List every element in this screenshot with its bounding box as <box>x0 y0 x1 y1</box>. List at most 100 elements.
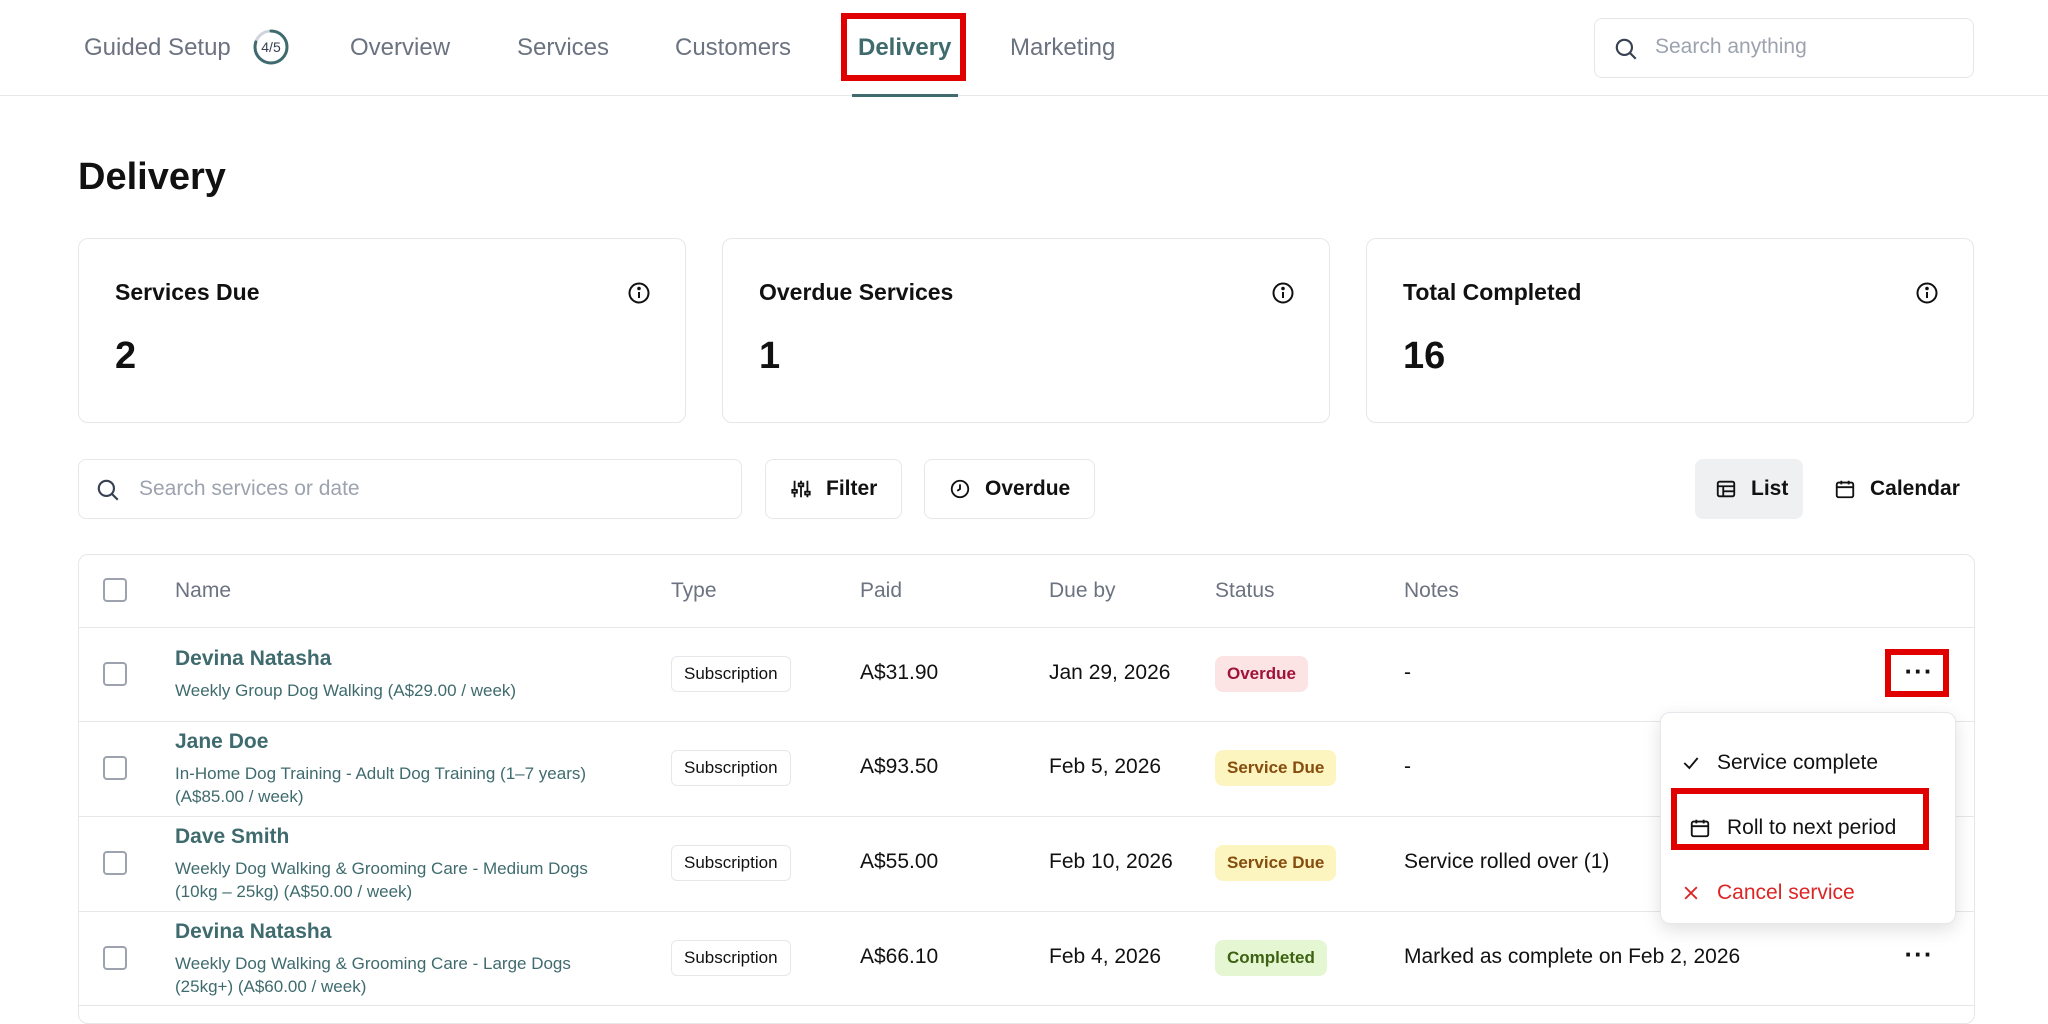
customer-name-link[interactable]: Devina Natasha <box>175 920 332 943</box>
check-icon <box>1683 757 1699 770</box>
header-type: Type <box>671 579 717 602</box>
due-date: Jan 29, 2026 <box>1049 661 1171 684</box>
filter-button[interactable]: Filter <box>765 459 903 519</box>
status-badge: Service Due <box>1215 845 1337 881</box>
status-badge: Completed <box>1215 940 1327 976</box>
service-description[interactable]: Weekly Dog Walking & Grooming Care - Med… <box>175 859 588 901</box>
calendar-view-button[interactable]: Calendar <box>1814 459 1980 519</box>
stat-title: Services Due <box>115 279 260 305</box>
nav-overview[interactable]: Overview <box>350 32 450 64</box>
menu-item-roll-to-next-period[interactable]: Roll to next period <box>1689 806 1896 850</box>
type-badge: Subscription <box>671 656 791 692</box>
paid-amount: A$55.00 <box>860 850 939 873</box>
stat-title: Overdue Services <box>759 279 954 305</box>
clock-icon <box>950 479 970 499</box>
select-all-checkbox[interactable] <box>103 578 127 602</box>
header-paid: Paid <box>860 579 903 602</box>
setup-progress-text: 4/5 <box>261 39 281 55</box>
customer-name-link[interactable]: Dave Smith <box>175 825 290 848</box>
services-search-input[interactable] <box>139 477 719 501</box>
row-checkbox[interactable] <box>103 662 127 686</box>
services-table: Name Type Paid Due by Status Notes Devin… <box>78 554 1975 1024</box>
menu-item-cancel-service[interactable]: Cancel service <box>1681 871 1855 915</box>
menu-item-label: Roll to next period <box>1727 816 1897 839</box>
row-divider <box>79 1005 1974 1006</box>
customer-name-link[interactable]: Devina Natasha <box>175 647 332 670</box>
nav-customers-label: Customers <box>675 34 792 61</box>
nav-services-label: Services <box>517 34 610 61</box>
stat-value: 1 <box>759 335 781 377</box>
service-description[interactable]: In-Home Dog Training - Adult Dog Trainin… <box>175 764 587 806</box>
nav-marketing[interactable]: Marketing <box>1010 32 1115 64</box>
notes-text: Marked as complete on Feb 2, 2026 <box>1404 945 1741 968</box>
notes-text: Service rolled over (1) <box>1404 850 1610 873</box>
search-icon <box>97 479 119 501</box>
info-icon[interactable] <box>1271 281 1295 305</box>
service-description[interactable]: Weekly Dog Walking & Grooming Care - Lar… <box>175 954 571 996</box>
stat-card-total-completed: Total Completed 16 <box>1366 238 1974 423</box>
type-badge: Subscription <box>671 750 791 786</box>
menu-item-label: Cancel service <box>1717 881 1855 904</box>
nav-delivery-label: Delivery <box>858 34 952 61</box>
calendar-icon <box>1835 480 1855 499</box>
highlight-row-actions <box>1885 649 1949 697</box>
nav-customers[interactable]: Customers <box>675 32 791 64</box>
stat-title: Total Completed <box>1403 279 1582 305</box>
row-divider <box>79 721 1974 722</box>
type-badge: Subscription <box>671 940 791 976</box>
notes-text: - <box>1404 755 1411 778</box>
nav-guided-setup-label: Guided Setup <box>84 34 231 61</box>
global-search <box>1594 18 1974 78</box>
nav-services[interactable]: Services <box>517 32 609 64</box>
paid-amount: A$93.50 <box>860 755 939 778</box>
nav-marketing-label: Marketing <box>1010 34 1116 61</box>
page-title: Delivery <box>78 156 226 198</box>
paid-amount: A$66.10 <box>860 945 939 968</box>
active-tab-indicator <box>852 94 958 97</box>
header-status: Status <box>1215 579 1275 602</box>
menu-item-label: Service complete <box>1717 751 1879 774</box>
menu-item-service-complete[interactable]: Service complete <box>1681 741 1878 785</box>
stat-card-services-due: Services Due 2 <box>78 238 686 423</box>
info-icon[interactable] <box>627 281 651 305</box>
nav-delivery[interactable]: Delivery <box>858 32 951 64</box>
stat-value: 2 <box>115 335 137 377</box>
customer-name-link[interactable]: Jane Doe <box>175 730 269 753</box>
highlight-delivery-tab <box>841 13 966 81</box>
close-icon <box>1684 886 1698 900</box>
nav-guided-setup[interactable]: Guided Setup <box>84 32 231 64</box>
notes-text: - <box>1404 661 1411 684</box>
nav-overview-label: Overview <box>350 34 451 61</box>
paid-amount: A$31.90 <box>860 661 939 684</box>
stat-value: 16 <box>1403 335 1446 377</box>
status-badge: Service Due <box>1215 750 1337 786</box>
type-badge: Subscription <box>671 845 791 881</box>
service-description[interactable]: Weekly Group Dog Walking (A$29.00 / week… <box>175 681 517 700</box>
row-checkbox[interactable] <box>103 756 127 780</box>
info-icon[interactable] <box>1915 281 1939 305</box>
row-divider <box>79 627 1974 628</box>
row-divider <box>79 816 1974 817</box>
global-search-input[interactable] <box>1655 35 1955 59</box>
list-view-label: List <box>1751 477 1789 500</box>
overdue-button[interactable]: Overdue <box>924 459 1096 519</box>
row-checkbox[interactable] <box>103 851 127 875</box>
calendar-view-label: Calendar <box>1870 477 1960 500</box>
list-icon <box>1716 480 1736 498</box>
list-view-button[interactable]: List <box>1695 459 1803 519</box>
row-actions-menu: Service complete Roll to next period Can… <box>1660 712 1956 924</box>
row-actions-button[interactable]: ··· <box>1904 656 1934 686</box>
overdue-button-label: Overdue <box>985 477 1071 500</box>
highlight-roll-to-next-period <box>1671 788 1929 850</box>
row-divider <box>79 911 1974 912</box>
row-actions-button[interactable]: ··· <box>1904 939 1934 969</box>
sliders-icon <box>791 480 811 498</box>
due-date: Feb 10, 2026 <box>1049 850 1173 873</box>
header-name: Name <box>175 579 232 602</box>
top-navigation: Guided Setup 4/5 Overview Services Custo… <box>0 0 2048 97</box>
due-date: Feb 5, 2026 <box>1049 755 1162 778</box>
services-search <box>78 459 742 519</box>
row-checkbox[interactable] <box>103 946 127 970</box>
calendar-icon <box>1690 819 1710 838</box>
status-badge: Overdue <box>1215 656 1308 692</box>
